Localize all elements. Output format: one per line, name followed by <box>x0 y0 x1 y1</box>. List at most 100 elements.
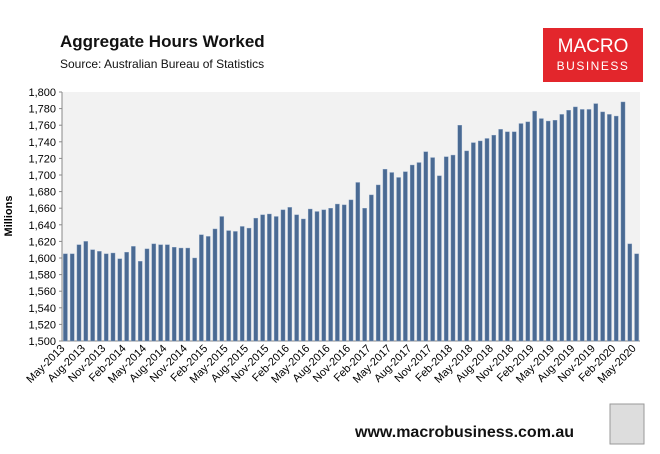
y-tick-label: 1,520 <box>28 319 56 331</box>
bar <box>607 114 612 342</box>
y-tick-label: 1,620 <box>28 236 56 248</box>
bar <box>117 258 123 342</box>
bar <box>219 216 225 342</box>
bar <box>301 218 306 342</box>
y-tick-label: 1,580 <box>28 270 56 282</box>
bar <box>137 261 143 342</box>
chart-title: Aggregate Hours Worked <box>60 32 265 51</box>
bar <box>600 111 605 342</box>
bar <box>532 110 537 342</box>
logo-box <box>543 28 643 82</box>
bar <box>273 216 279 342</box>
bar <box>212 228 218 342</box>
bar <box>144 248 150 342</box>
y-tick-label: 1,500 <box>28 336 56 348</box>
bar <box>246 227 252 342</box>
bar <box>586 109 592 342</box>
bar <box>294 214 299 342</box>
y-tick-label: 1,800 <box>28 87 56 99</box>
bar <box>559 114 565 342</box>
bar <box>369 194 374 342</box>
bar <box>151 243 157 342</box>
bar <box>545 120 551 342</box>
bar <box>627 243 633 342</box>
bar <box>110 252 116 342</box>
bar <box>498 129 503 342</box>
bar <box>518 123 524 342</box>
bar <box>171 247 177 342</box>
bar <box>328 207 333 342</box>
y-axis-label: Millions <box>3 196 15 237</box>
bar <box>199 234 204 342</box>
bar <box>437 175 442 342</box>
bar <box>83 241 89 342</box>
bar <box>389 172 395 342</box>
bar <box>233 231 238 342</box>
bar <box>409 164 415 342</box>
bar <box>165 244 170 342</box>
bar <box>335 203 340 342</box>
bar <box>355 182 361 342</box>
bar <box>491 134 497 342</box>
bar <box>69 253 75 342</box>
bar <box>205 236 211 342</box>
bar <box>566 110 571 342</box>
footer-url: www.macrobusiness.com.au <box>354 424 574 441</box>
y-tick-label: 1,540 <box>28 303 56 315</box>
bar <box>505 131 510 342</box>
bar <box>362 207 367 342</box>
y-tick-label: 1,560 <box>28 286 56 298</box>
y-tick-label: 1,680 <box>28 187 56 199</box>
bar <box>348 199 354 342</box>
bar <box>314 211 320 342</box>
y-tick-label: 1,660 <box>28 203 56 215</box>
bar <box>403 171 408 342</box>
bar <box>573 106 578 342</box>
bar <box>97 251 102 342</box>
bar <box>287 207 293 342</box>
bar <box>477 140 483 342</box>
bar <box>511 131 517 342</box>
bar <box>552 120 558 342</box>
bar <box>103 253 109 342</box>
bar <box>192 257 197 342</box>
y-tick-label: 1,740 <box>28 137 56 149</box>
bar <box>63 253 68 342</box>
bar <box>178 247 184 342</box>
bar <box>124 251 129 342</box>
bar <box>158 244 163 342</box>
bar <box>375 184 381 342</box>
y-tick-label: 1,780 <box>28 104 56 116</box>
bar <box>267 213 272 342</box>
bar <box>253 217 259 342</box>
bar <box>341 204 347 342</box>
bar <box>131 246 136 342</box>
y-tick-label: 1,640 <box>28 220 56 232</box>
bar <box>226 230 231 342</box>
bar <box>443 156 449 342</box>
bar <box>260 214 265 342</box>
bar <box>382 168 388 342</box>
bar <box>76 244 82 342</box>
chart-subtitle: Source: Australian Bureau of Statistics <box>60 57 264 71</box>
bar <box>307 208 313 342</box>
bar <box>634 253 639 342</box>
bar <box>471 142 476 342</box>
bar <box>396 177 401 342</box>
bar <box>185 247 191 342</box>
bar <box>430 157 435 342</box>
logo-text: BUSINESS <box>557 59 630 73</box>
bar <box>423 151 429 342</box>
y-tick-label: 1,720 <box>28 153 56 165</box>
bar <box>280 209 286 342</box>
bar <box>579 109 585 342</box>
y-tick-label: 1,700 <box>28 170 56 182</box>
bar <box>620 101 626 342</box>
y-tick-label: 1,600 <box>28 253 56 265</box>
logo-icon <box>609 403 645 445</box>
bar <box>539 118 544 342</box>
bar <box>484 138 490 342</box>
bar <box>457 124 463 342</box>
